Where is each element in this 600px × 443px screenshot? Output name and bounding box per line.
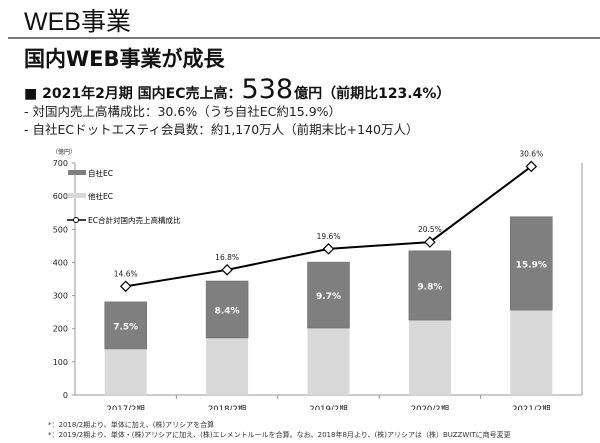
footnote-1: *：2018/2期より、単体に加え、(株)アリシアを合算 xyxy=(48,421,215,429)
legend-swatch-other-ec xyxy=(68,193,86,198)
x-tick-label: 2018/2期 xyxy=(208,405,246,410)
divider xyxy=(8,37,600,39)
bullet-ratio: - 対国内売上高構成比：30.6%（うち自社EC約15.9%） xyxy=(24,104,342,119)
x-tick-label: 2019/2期 xyxy=(309,405,347,410)
ratio-label: 14.6% xyxy=(114,269,138,278)
headline: ■ 2021年2月期 国内EC売上高：538億円（前期比123.4%） xyxy=(24,74,450,105)
x-tick-label: 2020/2期 xyxy=(411,405,449,410)
ratio-label: 30.6% xyxy=(519,149,543,158)
y-tick-label: 500 xyxy=(53,225,68,234)
ratio-marker xyxy=(525,160,538,173)
own-ec-label: 9.7% xyxy=(316,292,341,302)
ratio-marker xyxy=(322,243,335,255)
x-tick-label: 2021/2期 xyxy=(512,405,550,410)
bar-own-ec xyxy=(104,301,147,350)
y-tick-label: 700 xyxy=(53,159,68,168)
ratio-label: 16.8% xyxy=(215,253,239,262)
bar-other-ec xyxy=(408,320,451,395)
bar-own-ec xyxy=(408,250,452,321)
y-tick-label: 300 xyxy=(53,292,68,301)
footnote-2: *：2019/2期より、単体・(株)アリシアに加え、(株)エレメントルールを合算… xyxy=(48,431,511,439)
legend-swatch-own-ec xyxy=(68,170,86,175)
ratio-marker xyxy=(424,236,436,248)
bar-own-ec xyxy=(307,261,350,329)
headline-prefix: ■ 2021年2月期 国内EC売上高： xyxy=(24,86,242,102)
ratio-marker xyxy=(221,264,233,276)
own-ec-label: 15.9% xyxy=(516,260,547,270)
headline-unit: 億円（前期比123.4%） xyxy=(294,86,451,102)
bar-other-ec xyxy=(307,328,350,395)
y-tick-label: 100 xyxy=(53,358,68,367)
legend-own-ec: 自社EC xyxy=(88,168,113,178)
bar-other-ec xyxy=(510,310,553,395)
bar-own-ec xyxy=(510,216,553,311)
slide-subtitle: 国内WEB事業が成長 xyxy=(24,47,225,71)
y-tick-label: 200 xyxy=(53,325,68,334)
legend-other-ec: 他社EC xyxy=(88,191,113,201)
own-ec-label: 9.8% xyxy=(417,282,442,292)
stacked-bar-chart: （億円） 0 100 200 300 400 500 600 700 7.5% 2017/2期 8.4… xyxy=(52,148,583,410)
headline-value: 538 xyxy=(241,74,294,105)
unit-label: （億円） xyxy=(52,148,76,156)
x-tick-label: 2017/2期 xyxy=(106,405,144,410)
legend-marker-ratio xyxy=(73,217,79,223)
bar-other-ec xyxy=(206,337,249,395)
ratio-label: 19.6% xyxy=(317,232,341,241)
ratio-marker xyxy=(119,280,132,293)
bar-own-ec xyxy=(205,280,249,339)
y-tick-label: 0 xyxy=(63,391,68,400)
y-tick-label: 400 xyxy=(53,258,68,267)
legend-ratio: EC合計対国内売上高構成比 xyxy=(88,215,181,225)
bar-other-ec xyxy=(104,348,147,395)
page-title: WEB事業 xyxy=(24,8,131,36)
ratio-label: 20.5% xyxy=(418,225,442,234)
own-ec-label: 7.5% xyxy=(113,322,138,332)
y-tick-label: 600 xyxy=(53,192,68,201)
bullet-members: - 自社ECドットエスティ会員数：約1,170万人（前期末比+140万人） xyxy=(24,122,419,137)
own-ec-label: 8.4% xyxy=(215,306,240,316)
